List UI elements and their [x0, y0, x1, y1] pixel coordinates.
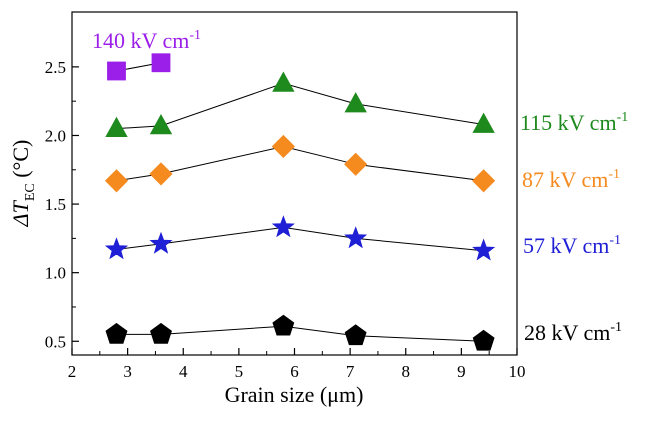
x-tick-label: 8: [402, 362, 411, 381]
series-labels: 140 kV cm-1 115 kV cm-1 87 kV cm-1 57 kV cm…: [92, 28, 628, 345]
y-axis-title: ΔTEC (°C): [8, 140, 38, 228]
data-point-square: [107, 61, 126, 81]
x-axis-title: Grain size (μm): [225, 382, 364, 407]
x-tick-label: 3: [123, 362, 132, 381]
data-point-star: [344, 226, 368, 249]
series-markers: [104, 53, 496, 351]
x-tick-label: 6: [290, 362, 299, 381]
y-tick-label: 0.5: [45, 332, 66, 351]
data-point-triangle: [272, 71, 295, 92]
data-point-pentagon: [150, 322, 172, 344]
series-label: 140 kV cm-1: [92, 28, 201, 53]
plot-frame: [71, 11, 518, 356]
series-label: 28 kV cm-1: [524, 320, 622, 345]
data-point-triangle: [105, 116, 128, 138]
y-tick-label: 2.5: [45, 58, 66, 77]
data-point-pentagon: [344, 324, 367, 346]
y-axis-title-sub: EC: [23, 183, 38, 201]
data-point-square: [151, 53, 171, 73]
data-point-star: [104, 237, 129, 260]
x-tick-label: 2: [68, 362, 77, 381]
data-point-triangle: [344, 92, 367, 113]
x-tick-label: 7: [346, 362, 355, 381]
data-point-diamond: [472, 169, 496, 193]
data-point-diamond: [271, 134, 295, 159]
y-tick-label: 1.5: [45, 195, 66, 214]
data-point-star: [271, 215, 295, 238]
y-tick-label: 1.0: [45, 264, 66, 283]
y-axis-title-main: ΔT: [8, 199, 33, 227]
y-tick-label: 2.0: [45, 126, 66, 145]
series-label: 57 kV cm-1: [523, 233, 621, 258]
series-label: 115 kV cm-1: [520, 110, 628, 135]
x-tick-label: 10: [509, 362, 526, 381]
x-tick-label: 4: [179, 362, 188, 381]
series-line: [116, 82, 484, 130]
x-tick-label: 9: [457, 362, 466, 381]
series-label: 87 kV cm-1: [522, 167, 620, 192]
data-point-pentagon: [272, 314, 295, 336]
series-line: [116, 325, 484, 342]
data-point-triangle: [149, 114, 173, 135]
data-point-diamond: [149, 162, 173, 186]
series-line: [116, 226, 484, 252]
axis-ticks: 2 3 4 5 6 7 8 9 10 0.5 1.0 1.5 2.0 2.5: [45, 58, 526, 381]
data-point-triangle: [472, 112, 495, 133]
data-point-pentagon: [105, 322, 128, 344]
data-point-star: [472, 238, 496, 261]
data-point-pentagon: [472, 329, 495, 351]
data-point-diamond: [104, 169, 129, 193]
x-tick-label: 5: [235, 362, 244, 381]
series-lines: [116, 62, 484, 342]
y-axis-title-unit: (°C): [8, 140, 33, 184]
series-line: [116, 145, 484, 182]
data-point-diamond: [344, 152, 368, 176]
data-point-star: [149, 231, 173, 254]
